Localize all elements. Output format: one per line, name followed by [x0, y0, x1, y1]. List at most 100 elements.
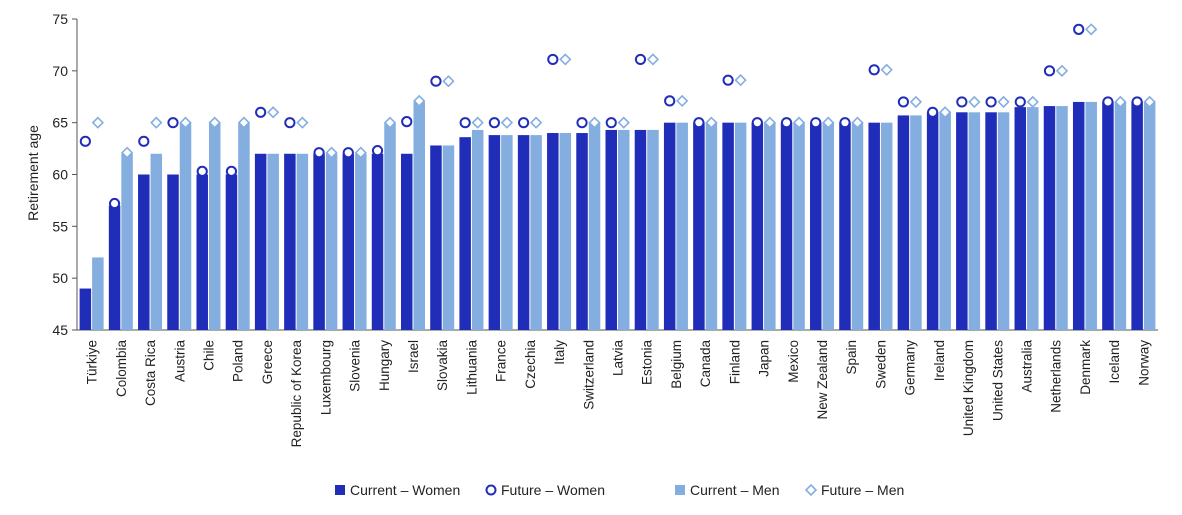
marker-future-women	[284, 117, 296, 129]
bar-current-men	[238, 122, 250, 331]
marker-future-women	[430, 75, 442, 87]
bar-current-men	[647, 129, 659, 330]
legend-swatch-bar	[335, 485, 345, 495]
marker-future-men	[500, 116, 514, 129]
x-category-label: Luxembourg	[318, 340, 333, 415]
marker-future-women	[225, 165, 238, 177]
x-category-label: United States	[990, 340, 1005, 421]
bar-current-women	[167, 174, 179, 330]
bar-current-women	[1102, 101, 1114, 330]
marker-future-women	[1102, 96, 1114, 108]
marker-future-men	[588, 116, 601, 129]
bar-current-women	[371, 153, 384, 330]
marker-future-men	[529, 116, 543, 129]
marker-future-men	[997, 95, 1010, 109]
x-category-label: Sweden	[873, 340, 888, 389]
legend-label: Future – Men	[821, 482, 904, 498]
bar-current-women	[985, 112, 997, 330]
bar-current-women	[254, 153, 267, 330]
bar-current-men	[851, 122, 864, 331]
bar-current-men	[880, 122, 893, 331]
x-category-label: Estonia	[640, 340, 655, 386]
x-category-label: Japan	[757, 340, 772, 377]
marker-future-women	[1043, 65, 1056, 77]
marker-future-men	[120, 146, 134, 159]
marker-future-men	[880, 63, 893, 76]
legend-swatch-diamond	[804, 483, 818, 497]
bar-current-women	[1043, 106, 1056, 330]
bar-current-men	[1027, 107, 1039, 330]
marker-future-women	[956, 96, 968, 108]
x-category-label: Ireland	[932, 340, 947, 381]
y-tick-label: 55	[52, 218, 68, 234]
bar-current-women	[926, 112, 939, 330]
bar-current-women	[897, 115, 910, 330]
y-axis-title: Retirement age	[25, 125, 41, 221]
marker-future-women	[1014, 96, 1026, 108]
bar-current-men	[355, 153, 367, 330]
marker-future-women	[927, 106, 939, 118]
x-category-label: Slovenia	[348, 340, 363, 392]
x-category-label: Iceland	[1107, 340, 1122, 384]
marker-future-men	[150, 116, 163, 129]
x-category-label: Mexico	[786, 340, 801, 383]
marker-future-women	[810, 117, 822, 129]
bar-current-men	[413, 101, 425, 330]
marker-future-men	[1114, 95, 1127, 109]
marker-future-men	[1055, 64, 1069, 77]
bar-current-men	[92, 257, 104, 330]
bar-current-women	[751, 122, 764, 331]
bar-current-women	[225, 174, 238, 330]
bar-current-women	[1072, 101, 1085, 330]
x-category-label: Denmark	[1078, 340, 1093, 395]
marker-future-men	[267, 106, 280, 119]
bar-current-men	[968, 112, 981, 330]
marker-future-women	[518, 117, 530, 129]
marker-future-women	[459, 117, 471, 129]
marker-future-women	[780, 117, 793, 129]
marker-future-men	[471, 116, 484, 129]
marker-future-men	[676, 94, 689, 108]
marker-future-women	[693, 117, 705, 129]
bar-current-women	[1131, 101, 1143, 330]
x-category-label: New Zealand	[815, 340, 830, 420]
marker-future-men	[179, 116, 192, 129]
bar-current-women	[839, 122, 851, 331]
x-category-label: Hungary	[377, 340, 392, 391]
marker-future-men	[325, 146, 338, 159]
marker-future-men	[91, 116, 104, 129]
marker-future-men	[354, 146, 367, 159]
bar-current-men	[559, 133, 572, 330]
bar-current-women	[488, 135, 501, 330]
marker-future-women	[1073, 23, 1085, 35]
marker-future-women	[547, 53, 559, 66]
legend-label: Current – Men	[690, 482, 779, 498]
marker-future-men	[617, 116, 630, 129]
marker-future-women	[605, 117, 617, 129]
x-category-label: Colombia	[114, 340, 129, 398]
bar-current-men	[822, 122, 835, 331]
bar-current-men	[121, 153, 133, 330]
bar-current-women	[693, 122, 705, 331]
bar-current-women	[868, 122, 880, 331]
marker-future-women	[313, 147, 325, 159]
bar-current-men	[1085, 101, 1097, 330]
marker-future-men	[237, 116, 251, 129]
bar-current-men	[618, 129, 630, 330]
legend-swatch-circle	[485, 484, 497, 496]
bar-current-men	[734, 122, 747, 331]
marker-future-women	[255, 106, 267, 118]
bar-current-men	[150, 153, 163, 330]
bar-current-women	[313, 153, 325, 330]
bar-current-women	[1014, 107, 1027, 330]
bar-current-men	[705, 122, 718, 331]
marker-future-women	[985, 96, 997, 108]
marker-future-men	[296, 116, 309, 129]
marker-future-women	[1131, 96, 1143, 108]
x-axis-labels: Türkiye Colombia Costa Rica Austria Chile Pol…	[85, 340, 1152, 448]
marker-future-women	[401, 116, 413, 128]
marker-future-men	[705, 116, 718, 129]
x-category-label: Netherlands	[1049, 340, 1064, 413]
x-category-label: Austria	[172, 340, 187, 383]
bar-current-women	[663, 122, 676, 331]
